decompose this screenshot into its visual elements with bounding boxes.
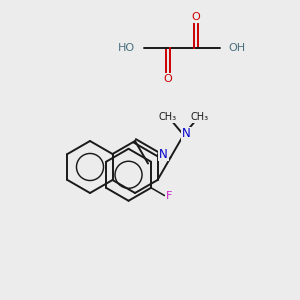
Text: HO: HO [118,43,135,53]
Text: O: O [192,12,200,22]
Text: CH₃: CH₃ [159,112,177,122]
Text: CH₃: CH₃ [190,112,208,122]
Text: F: F [167,190,173,201]
Text: N: N [182,128,191,140]
Text: O: O [164,74,172,84]
Text: OH: OH [228,43,245,53]
Text: N: N [159,148,168,160]
